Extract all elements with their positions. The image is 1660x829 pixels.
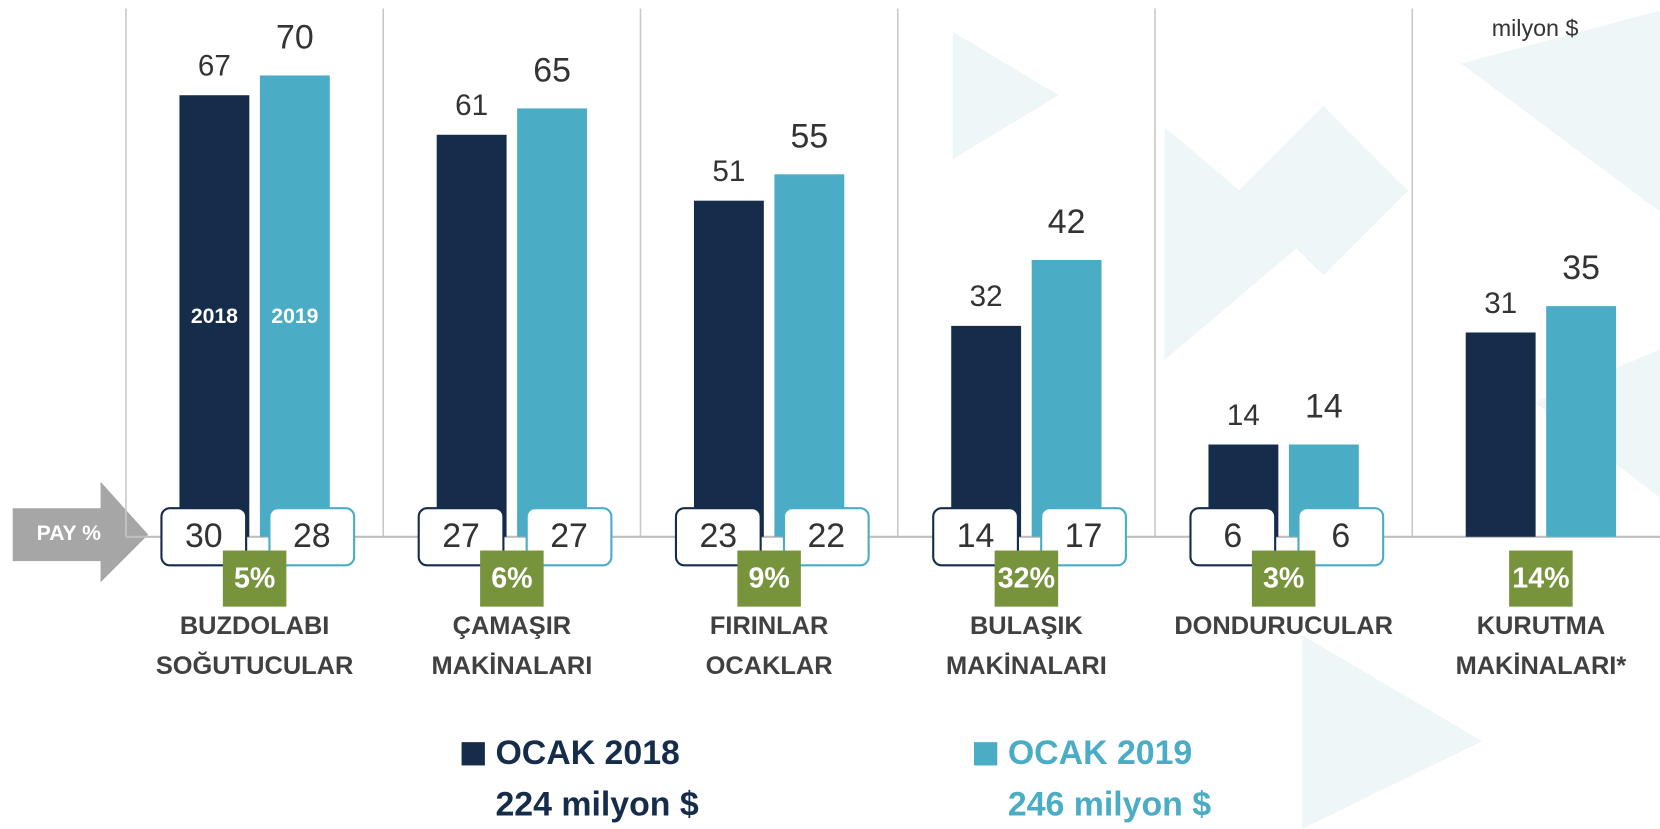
category-line: ÇAMAŞIR bbox=[453, 611, 572, 639]
growth-box bbox=[480, 550, 544, 607]
bar bbox=[951, 325, 1022, 537]
share-value: 6 bbox=[1223, 517, 1242, 555]
share-label: PAY % bbox=[37, 522, 101, 545]
growth-label: 6% bbox=[491, 563, 532, 595]
category-line: BULAŞIK bbox=[970, 611, 1084, 639]
value-label: 55 bbox=[791, 117, 829, 155]
category-line: BUZDOLABI bbox=[180, 611, 330, 639]
growth-label: 9% bbox=[748, 563, 789, 595]
category-line: KURUTMA bbox=[1477, 611, 1605, 639]
share-value: 28 bbox=[293, 517, 331, 555]
category-line: MAKİNALARI bbox=[431, 652, 592, 680]
bar bbox=[259, 75, 330, 537]
share-value: 27 bbox=[442, 517, 480, 555]
bar-label: 2019 bbox=[271, 305, 318, 328]
unit-label: milyon $ bbox=[1492, 15, 1579, 41]
category-label: DONDURUCULAR bbox=[1174, 611, 1393, 639]
value-label: 42 bbox=[1048, 203, 1086, 241]
value-label: 14 bbox=[1305, 387, 1343, 425]
share-box bbox=[525, 507, 613, 567]
category-label: KURUTMA MAKİNALARI* bbox=[1456, 611, 1627, 679]
value-label: 35 bbox=[1562, 249, 1600, 287]
legend-swatch bbox=[973, 742, 998, 766]
category-label: BULAŞIK MAKİNALARI bbox=[946, 611, 1107, 679]
value-label: 67 bbox=[198, 50, 231, 83]
growth-label: 3% bbox=[1263, 563, 1304, 595]
legend-label: OCAK 2018 bbox=[495, 734, 679, 772]
category-line: MAKİNALARI bbox=[946, 652, 1107, 680]
growth-box bbox=[222, 550, 287, 607]
category-label: FIRINLAR OCAKLAR bbox=[706, 611, 833, 679]
value-label: 70 bbox=[276, 18, 314, 56]
share-value: 23 bbox=[699, 517, 737, 555]
growth-label: 32% bbox=[998, 563, 1055, 595]
value-label: 14 bbox=[1227, 399, 1260, 432]
value-label: 65 bbox=[533, 51, 571, 89]
bar bbox=[1031, 259, 1102, 537]
bar bbox=[179, 95, 250, 537]
share-value: 14 bbox=[957, 517, 995, 555]
legend-swatch bbox=[461, 742, 485, 766]
bar bbox=[774, 174, 845, 537]
bar bbox=[693, 200, 764, 537]
share-value: 17 bbox=[1065, 517, 1103, 555]
value-label: 61 bbox=[455, 89, 488, 122]
category-label: BUZDOLABI SOĞUTUCULAR bbox=[156, 611, 353, 679]
share-value: 6 bbox=[1331, 517, 1350, 555]
bar bbox=[1465, 332, 1536, 537]
growth-box bbox=[1509, 550, 1573, 607]
share-box bbox=[1297, 507, 1385, 567]
category-line: DONDURUCULAR bbox=[1174, 611, 1393, 639]
share-box bbox=[268, 507, 356, 567]
growth-box bbox=[994, 550, 1059, 607]
legend-label: OCAK 2019 bbox=[1008, 734, 1192, 772]
value-label: 31 bbox=[1484, 287, 1517, 320]
share-value: 22 bbox=[807, 517, 845, 555]
category-label: ÇAMAŞIR MAKİNALARI bbox=[431, 611, 592, 679]
growth-box bbox=[737, 550, 801, 607]
share-arrow bbox=[12, 481, 149, 583]
bar bbox=[517, 108, 588, 537]
growth-label: 5% bbox=[234, 563, 275, 595]
bar bbox=[436, 134, 507, 537]
value-label: 32 bbox=[970, 280, 1003, 313]
growth-label: 14% bbox=[1512, 563, 1569, 595]
growth-box bbox=[1251, 550, 1316, 607]
bar-label: 2018 bbox=[191, 305, 238, 328]
share-value: 27 bbox=[550, 517, 588, 555]
legend-total: 246 milyon $ bbox=[1008, 786, 1211, 824]
category-line: SOĞUTUCULAR bbox=[156, 651, 353, 680]
bar bbox=[1546, 306, 1617, 537]
value-label: 51 bbox=[712, 155, 745, 188]
legend-total: 224 milyon $ bbox=[495, 786, 698, 824]
share-value: 30 bbox=[185, 517, 223, 555]
share-box bbox=[782, 507, 870, 567]
share-box bbox=[1040, 507, 1127, 567]
category-line: MAKİNALARI* bbox=[1456, 652, 1627, 680]
category-line: OCAKLAR bbox=[706, 652, 833, 680]
category-line: FIRINLAR bbox=[710, 611, 828, 639]
